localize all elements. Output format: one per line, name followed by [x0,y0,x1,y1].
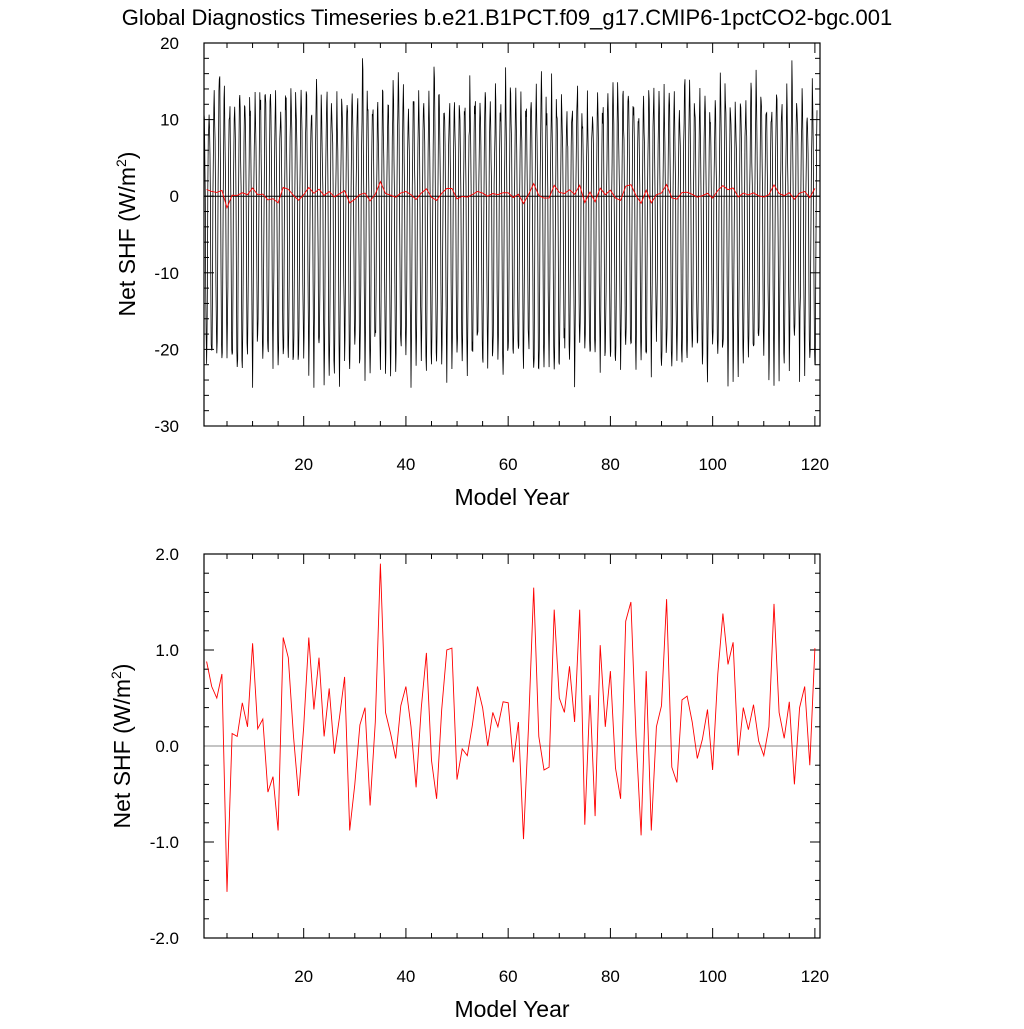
y-tick-label: -30 [154,417,179,436]
chart-title: Global Diagnostics Timeseries b.e21.B1PC… [122,5,892,30]
x-axis-label: Model Year [454,996,569,1022]
annual-mean-series-line [206,563,816,892]
x-tick-label: 20 [294,455,313,474]
monthly-series-line [204,58,818,388]
plot-frame [203,553,821,939]
y-tick-label: 1.0 [155,641,179,660]
x-tick-label: 20 [294,967,313,986]
y-tick-label: 20 [160,34,179,53]
y-tick-label: -20 [154,340,179,359]
x-tick-label: 60 [499,967,518,986]
y-tick-label: 2.0 [155,545,179,564]
y-axis-label: Net SHF (W/m2) [108,664,135,829]
bottom-panel: 20 40 60 80 100 120 -2.0 -1.0 0.0 1.0 2.0 Model Yea… [108,545,829,1022]
y-tick-label: -1.0 [150,833,179,852]
y-axis-label: Net SHF (W/m2) [113,152,140,317]
x-tick-label: 80 [601,455,620,474]
y-tick-label: 10 [160,111,179,130]
plot-frame [203,42,821,427]
x-tick-label: 120 [801,967,829,986]
top-panel: 20 40 60 80 100 120 -30 -20 -10 0 10 20 Model Year Ne… [113,34,829,510]
x-tick-label: 80 [601,967,620,986]
axis-ticks [204,553,820,939]
x-tick-label: 100 [698,455,726,474]
y-tick-label: 0.0 [155,737,179,756]
x-tick-label: 100 [698,967,726,986]
x-tick-label: 40 [396,967,415,986]
axis-ticks [204,42,820,427]
x-axis-label: Model Year [454,484,569,510]
y-tick-label: -2.0 [150,929,179,948]
y-tick-label: 0 [170,187,179,206]
x-tick-label: 40 [396,455,415,474]
y-tick-label: -10 [154,264,179,283]
x-tick-label: 60 [499,455,518,474]
x-tick-label: 120 [801,455,829,474]
annual-mean-series-line [206,180,816,210]
